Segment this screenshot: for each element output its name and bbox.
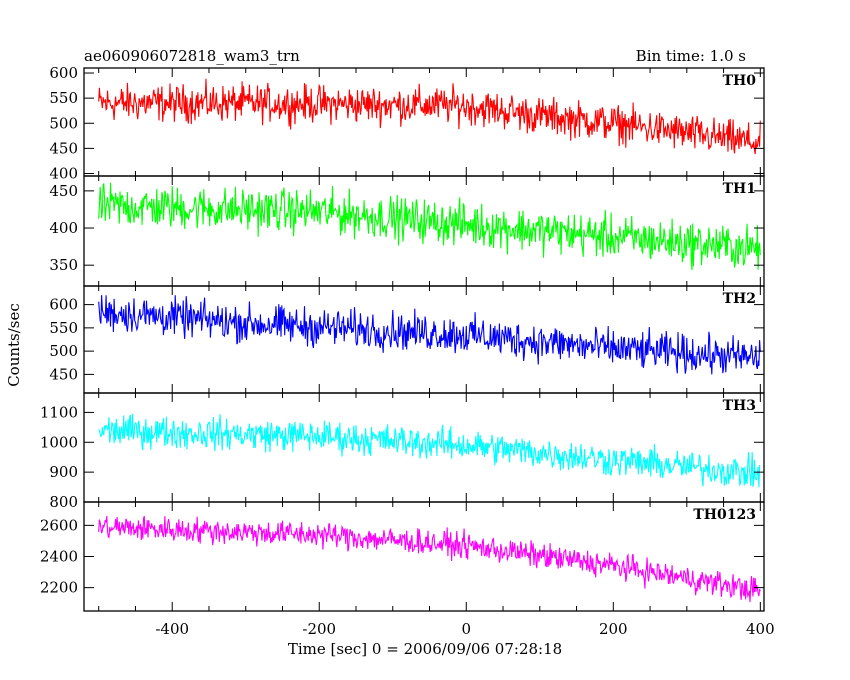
panel-label: TH0 bbox=[723, 73, 757, 89]
y-tick-label: 2200 bbox=[40, 579, 78, 597]
y-tick-label: 550 bbox=[49, 89, 78, 107]
x-tick-label: -200 bbox=[302, 620, 336, 638]
series-line-th0123 bbox=[98, 515, 761, 603]
panel-th0123: 2200 2400 2600 TH0123 bbox=[40, 501, 765, 612]
panel-th3: 800 900 1000 1100 TH3 bbox=[40, 392, 765, 511]
y-tick-label: 2600 bbox=[40, 516, 78, 534]
panel-label: TH1 bbox=[723, 181, 756, 197]
y-tick-label: 1000 bbox=[40, 433, 78, 451]
y-axis-label: Counts/sec bbox=[5, 303, 23, 387]
panel-frame bbox=[83, 392, 765, 503]
y-tick-label: 900 bbox=[49, 463, 78, 481]
y-tick-label: 1100 bbox=[40, 403, 78, 421]
panel-th0: 400 450 500 550 600 TH0 bbox=[49, 64, 765, 182]
panel-frame bbox=[83, 67, 765, 177]
y-tick-label: 2400 bbox=[40, 548, 78, 566]
y-tick-label: 500 bbox=[49, 114, 78, 132]
y-tick-label: 600 bbox=[49, 64, 78, 82]
x-tick-label: 200 bbox=[599, 620, 628, 638]
bin-time-label: Bin time: 1.0 s bbox=[636, 47, 746, 65]
y-tick-label: 400 bbox=[49, 219, 78, 237]
chart-title: ae060906072818_wam3_trn bbox=[84, 47, 300, 65]
y-tick-label: 400 bbox=[49, 164, 78, 182]
panel-th2: 450 500 550 600 TH2 bbox=[49, 285, 765, 394]
y-tick-label: 500 bbox=[49, 342, 78, 360]
y-tick-label: 450 bbox=[49, 139, 78, 157]
y-tick-label: 450 bbox=[49, 365, 78, 383]
y-tick-label: 350 bbox=[49, 256, 78, 274]
y-tick-label: 800 bbox=[49, 493, 78, 511]
panel-th1: 350 400 450 TH1 bbox=[49, 175, 765, 287]
panel-frame bbox=[83, 501, 765, 612]
panel-label: TH2 bbox=[723, 291, 756, 307]
series-line-th1 bbox=[98, 182, 761, 271]
y-tick-label: 550 bbox=[49, 319, 78, 337]
x-tick-label: 0 bbox=[461, 620, 471, 638]
x-tick-label: 400 bbox=[746, 620, 775, 638]
x-tick-label: -400 bbox=[155, 620, 189, 638]
panel-label: TH0123 bbox=[693, 507, 756, 523]
series-line-th2 bbox=[98, 295, 761, 375]
series-line-th3 bbox=[98, 413, 761, 488]
x-axis-label: Time [sec] 0 = 2006/09/06 07:28:18 bbox=[288, 640, 562, 658]
y-tick-label: 600 bbox=[49, 296, 78, 314]
series-line-th0 bbox=[98, 78, 761, 155]
panel-label: TH3 bbox=[723, 398, 756, 414]
y-tick-label: 450 bbox=[49, 182, 78, 200]
x-axis: -400 -200 0 200 400 bbox=[155, 620, 774, 638]
